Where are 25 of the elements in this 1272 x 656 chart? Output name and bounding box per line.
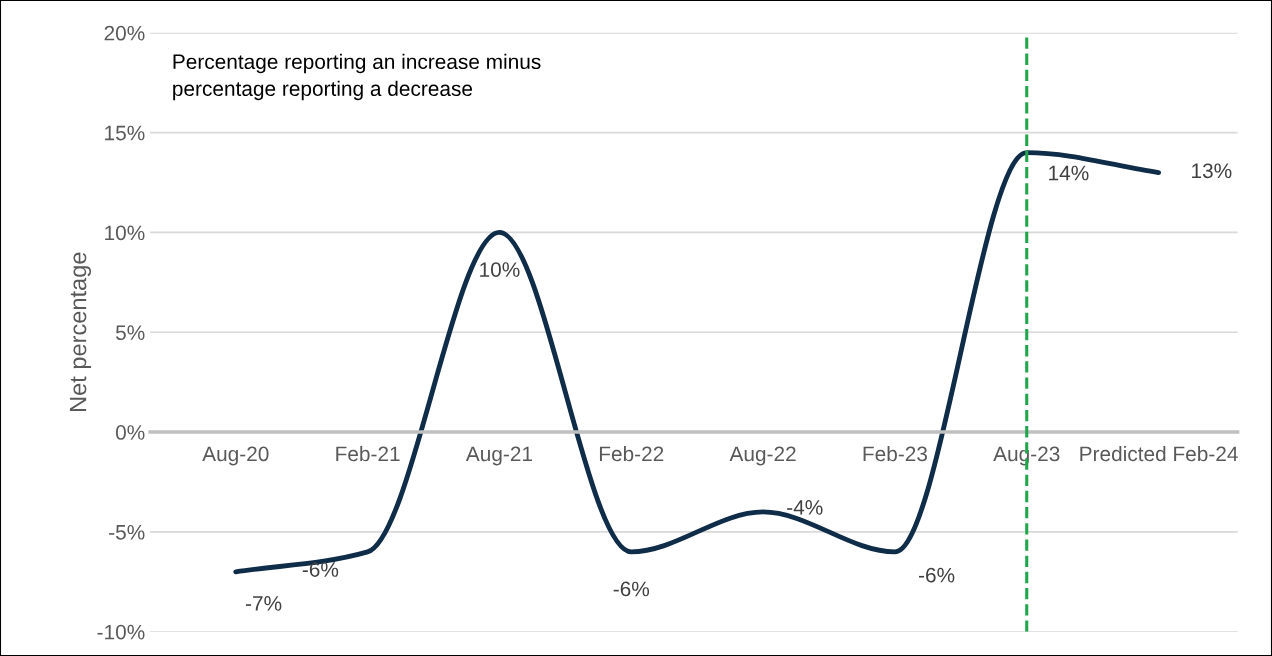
y-tick-label: 15%	[105, 125, 145, 141]
data-label: 13%	[1192, 163, 1232, 179]
x-tick-label: Feb-23	[863, 445, 927, 462]
x-tick-label: Aug-20	[202, 446, 269, 466]
data-label: 14%	[1049, 165, 1089, 181]
y-axis-title: Net percentage	[69, 252, 92, 412]
x-tick-label: Feb-22	[599, 445, 664, 462]
y-tick-label: 0%	[115, 425, 145, 440]
data-label: -4%	[787, 500, 823, 515]
data-label: -7%	[245, 596, 282, 611]
y-tick-label: 10%	[105, 225, 145, 241]
x-tick-label: Feb-21	[336, 445, 400, 462]
data-label: -6%	[302, 562, 339, 577]
x-tick-label: Aug-21	[465, 446, 533, 466]
x-tick-label: Aug-22	[729, 446, 796, 466]
y-tick-label: -5%	[109, 525, 145, 540]
y-tick-label: 5%	[115, 325, 145, 341]
data-label: -6%	[918, 567, 955, 583]
annotation: Percentage reporting an increase minus percentage reporting a decrease	[173, 53, 541, 101]
x-tick-label: Predicted Feb-24	[1080, 445, 1238, 462]
x-tick-label: Aug-23	[993, 446, 1060, 466]
y-tick-label: -10%	[97, 624, 145, 640]
y-tick-label: 20%	[104, 25, 145, 41]
data-label: 10%	[480, 262, 520, 277]
data-label: -6%	[613, 581, 650, 597]
